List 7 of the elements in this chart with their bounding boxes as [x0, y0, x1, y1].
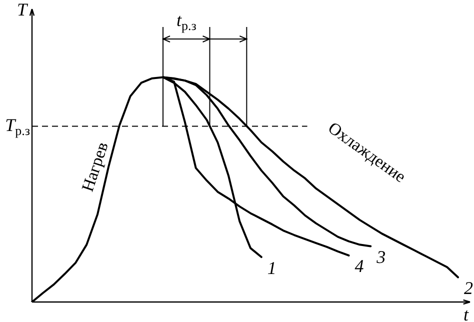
- y-axis-title: T: [16, 0, 29, 20]
- series-label: 4: [354, 256, 364, 276]
- x-axis-title: t: [464, 304, 470, 322]
- annotation: Нагрев: [78, 140, 112, 194]
- series-label: 1: [267, 258, 276, 278]
- series-label: 3: [376, 246, 386, 267]
- series-label: 2: [464, 278, 473, 298]
